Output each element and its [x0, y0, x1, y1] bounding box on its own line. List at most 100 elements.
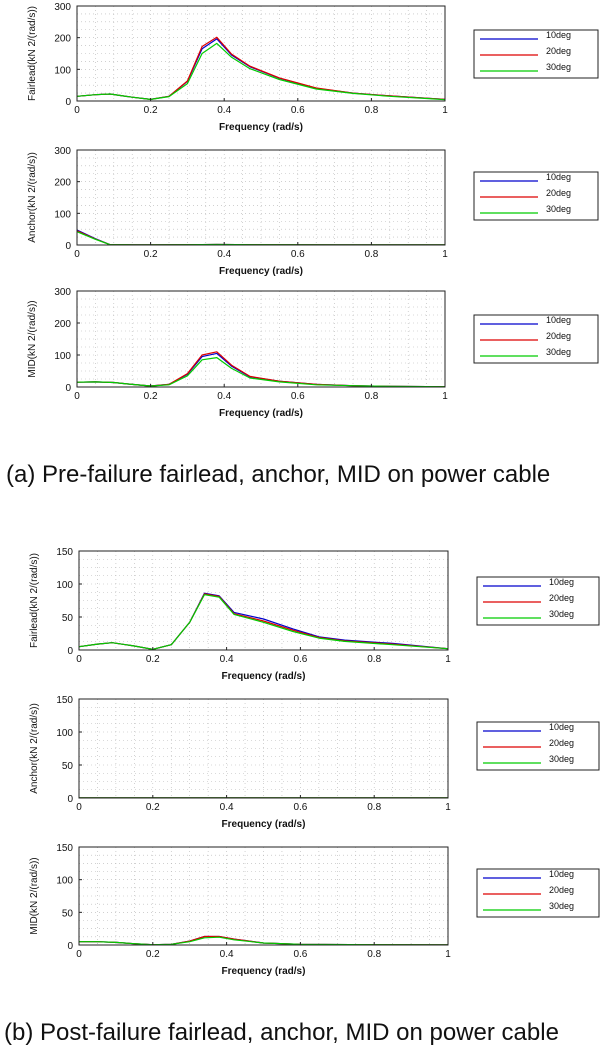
legend-label-20deg: 20deg	[549, 738, 574, 748]
x-tick-label: 0.8	[364, 249, 378, 260]
y-tick-label: 0	[65, 241, 71, 252]
y-tick-label: 200	[54, 34, 71, 45]
x-tick-label: 0	[76, 654, 82, 665]
y-axis-label: Fairlead(kN 2/(rad/s))	[29, 553, 40, 648]
y-tick-label: 300	[54, 2, 71, 13]
y-tick-label: 50	[62, 613, 74, 624]
legend-label-30deg: 30deg	[549, 901, 574, 911]
y-tick-label: 300	[54, 287, 71, 298]
legend: 10deg 20deg 30deg	[476, 868, 600, 918]
y-tick-label: 200	[54, 319, 71, 330]
legend-label-10deg: 10deg	[549, 722, 574, 732]
legend-label-20deg: 20deg	[546, 331, 571, 341]
x-tick-label: 0.4	[217, 391, 231, 402]
x-tick-label: 0.8	[364, 105, 378, 116]
x-tick-label: 1	[442, 105, 448, 116]
axes-frame	[78, 698, 449, 799]
legend-label-30deg: 30deg	[549, 609, 574, 619]
x-tick-label: 0.4	[217, 105, 231, 116]
legend-label-20deg: 20deg	[546, 188, 571, 198]
legend-box	[473, 171, 599, 221]
chart-panel-2: 0 0.2 0.4 0.6 0.8 1 0 100 200 300 Frequency (rad/s…	[27, 146, 599, 277]
x-axis-label: Frequency (rad/s)	[219, 266, 303, 277]
y-axis-label: Fairlead(kN 2/(rad/s))	[27, 6, 38, 101]
chart-panel-6: 0 0.2 0.4 0.6 0.8 1 0 50 100 150 Frequency (rad/s)…	[29, 843, 600, 977]
x-axis-label: Frequency (rad/s)	[222, 671, 306, 682]
legend: 10deg 20deg 30deg	[473, 29, 599, 79]
x-tick-label: 0	[76, 949, 82, 960]
legend-box	[473, 314, 599, 364]
legend-label-10deg: 10deg	[546, 315, 571, 325]
y-axis-label: MID(kN 2/(rad/s))	[29, 857, 40, 934]
legend: 10deg 20deg 30deg	[476, 721, 600, 771]
x-tick-label: 1	[445, 949, 451, 960]
y-tick-label: 100	[56, 580, 73, 591]
y-tick-label: 100	[54, 351, 71, 362]
chart-panel-1: 0 0.2 0.4 0.6 0.8 1 0 100 200 300 Frequency (rad/s…	[27, 2, 599, 133]
x-tick-label: 0.8	[364, 391, 378, 402]
x-tick-label: 0.4	[220, 654, 234, 665]
legend-box	[476, 576, 600, 626]
x-axis-label: Frequency (rad/s)	[222, 819, 306, 830]
legend-label-20deg: 20deg	[549, 593, 574, 603]
y-axis-label: MID(kN 2/(rad/s))	[27, 300, 38, 377]
legend: 10deg 20deg 30deg	[473, 314, 599, 364]
y-axis-label: Anchor(kN 2/(rad/s))	[29, 703, 40, 794]
y-tick-label: 100	[56, 876, 73, 887]
series-group	[76, 36, 446, 101]
y-tick-label: 300	[54, 146, 71, 157]
x-tick-label: 0.6	[293, 654, 307, 665]
legend-label-10deg: 10deg	[549, 869, 574, 879]
caption-b: (b) Post-failure fairlead, anchor, MID o…	[4, 1019, 559, 1046]
x-tick-label: 0.6	[291, 249, 305, 260]
legend: 10deg 20deg 30deg	[473, 171, 599, 221]
chart-panel-3: 0 0.2 0.4 0.6 0.8 1 0 100 200 300 Frequency (rad/s…	[27, 287, 599, 419]
legend-label-10deg: 10deg	[549, 577, 574, 587]
legend-label-10deg: 10deg	[546, 172, 571, 182]
legend-box	[476, 868, 600, 918]
x-tick-label: 0.6	[293, 949, 307, 960]
y-tick-label: 50	[62, 908, 74, 919]
x-tick-label: 1	[445, 654, 451, 665]
x-tick-label: 0	[74, 249, 80, 260]
axes-frame	[76, 290, 446, 388]
legend-box	[476, 721, 600, 771]
series-group	[79, 935, 449, 946]
y-tick-label: 0	[65, 97, 71, 108]
y-tick-label: 200	[54, 178, 71, 189]
axes-frame	[78, 550, 449, 651]
x-axis-label: Frequency (rad/s)	[219, 122, 303, 133]
x-tick-label: 0.4	[217, 249, 231, 260]
series-line-30deg	[79, 936, 449, 946]
x-tick-label: 0.8	[367, 654, 381, 665]
x-tick-label: 0.2	[146, 802, 160, 813]
x-tick-label: 0.6	[291, 391, 305, 402]
y-tick-label: 100	[54, 209, 71, 220]
legend-label-20deg: 20deg	[549, 885, 574, 895]
caption-a: (a) Pre-failure fairlead, anchor, MID on…	[6, 461, 550, 488]
y-tick-label: 100	[54, 65, 71, 76]
x-tick-label: 0.4	[220, 949, 234, 960]
y-tick-label: 0	[67, 941, 73, 952]
y-tick-label: 0	[67, 646, 73, 657]
legend-label-20deg: 20deg	[546, 46, 571, 56]
x-tick-label: 0.2	[146, 949, 160, 960]
y-tick-label: 150	[56, 695, 73, 706]
series-group	[76, 351, 446, 388]
x-tick-label: 0.4	[220, 802, 234, 813]
y-tick-label: 50	[62, 761, 74, 772]
x-tick-label: 0.2	[144, 105, 158, 116]
legend: 10deg 20deg 30deg	[476, 576, 600, 626]
x-tick-label: 0	[76, 802, 82, 813]
series-line-30deg	[76, 42, 446, 101]
series-line-30deg	[76, 357, 446, 388]
chart-panel-4: 0 0.2 0.4 0.6 0.8 1 0 50 100 150 Frequency (rad/s)…	[29, 547, 600, 682]
chart-panel-5: 0 0.2 0.4 0.6 0.8 1 0 50 100 150 Frequency (rad/s)…	[29, 695, 600, 830]
legend-box	[473, 29, 599, 79]
legend-label-30deg: 30deg	[546, 204, 571, 214]
x-axis-label: Frequency (rad/s)	[222, 966, 306, 977]
x-tick-label: 0	[74, 105, 80, 116]
y-axis-label: Anchor(kN 2/(rad/s))	[27, 152, 38, 243]
x-tick-label: 1	[442, 391, 448, 402]
